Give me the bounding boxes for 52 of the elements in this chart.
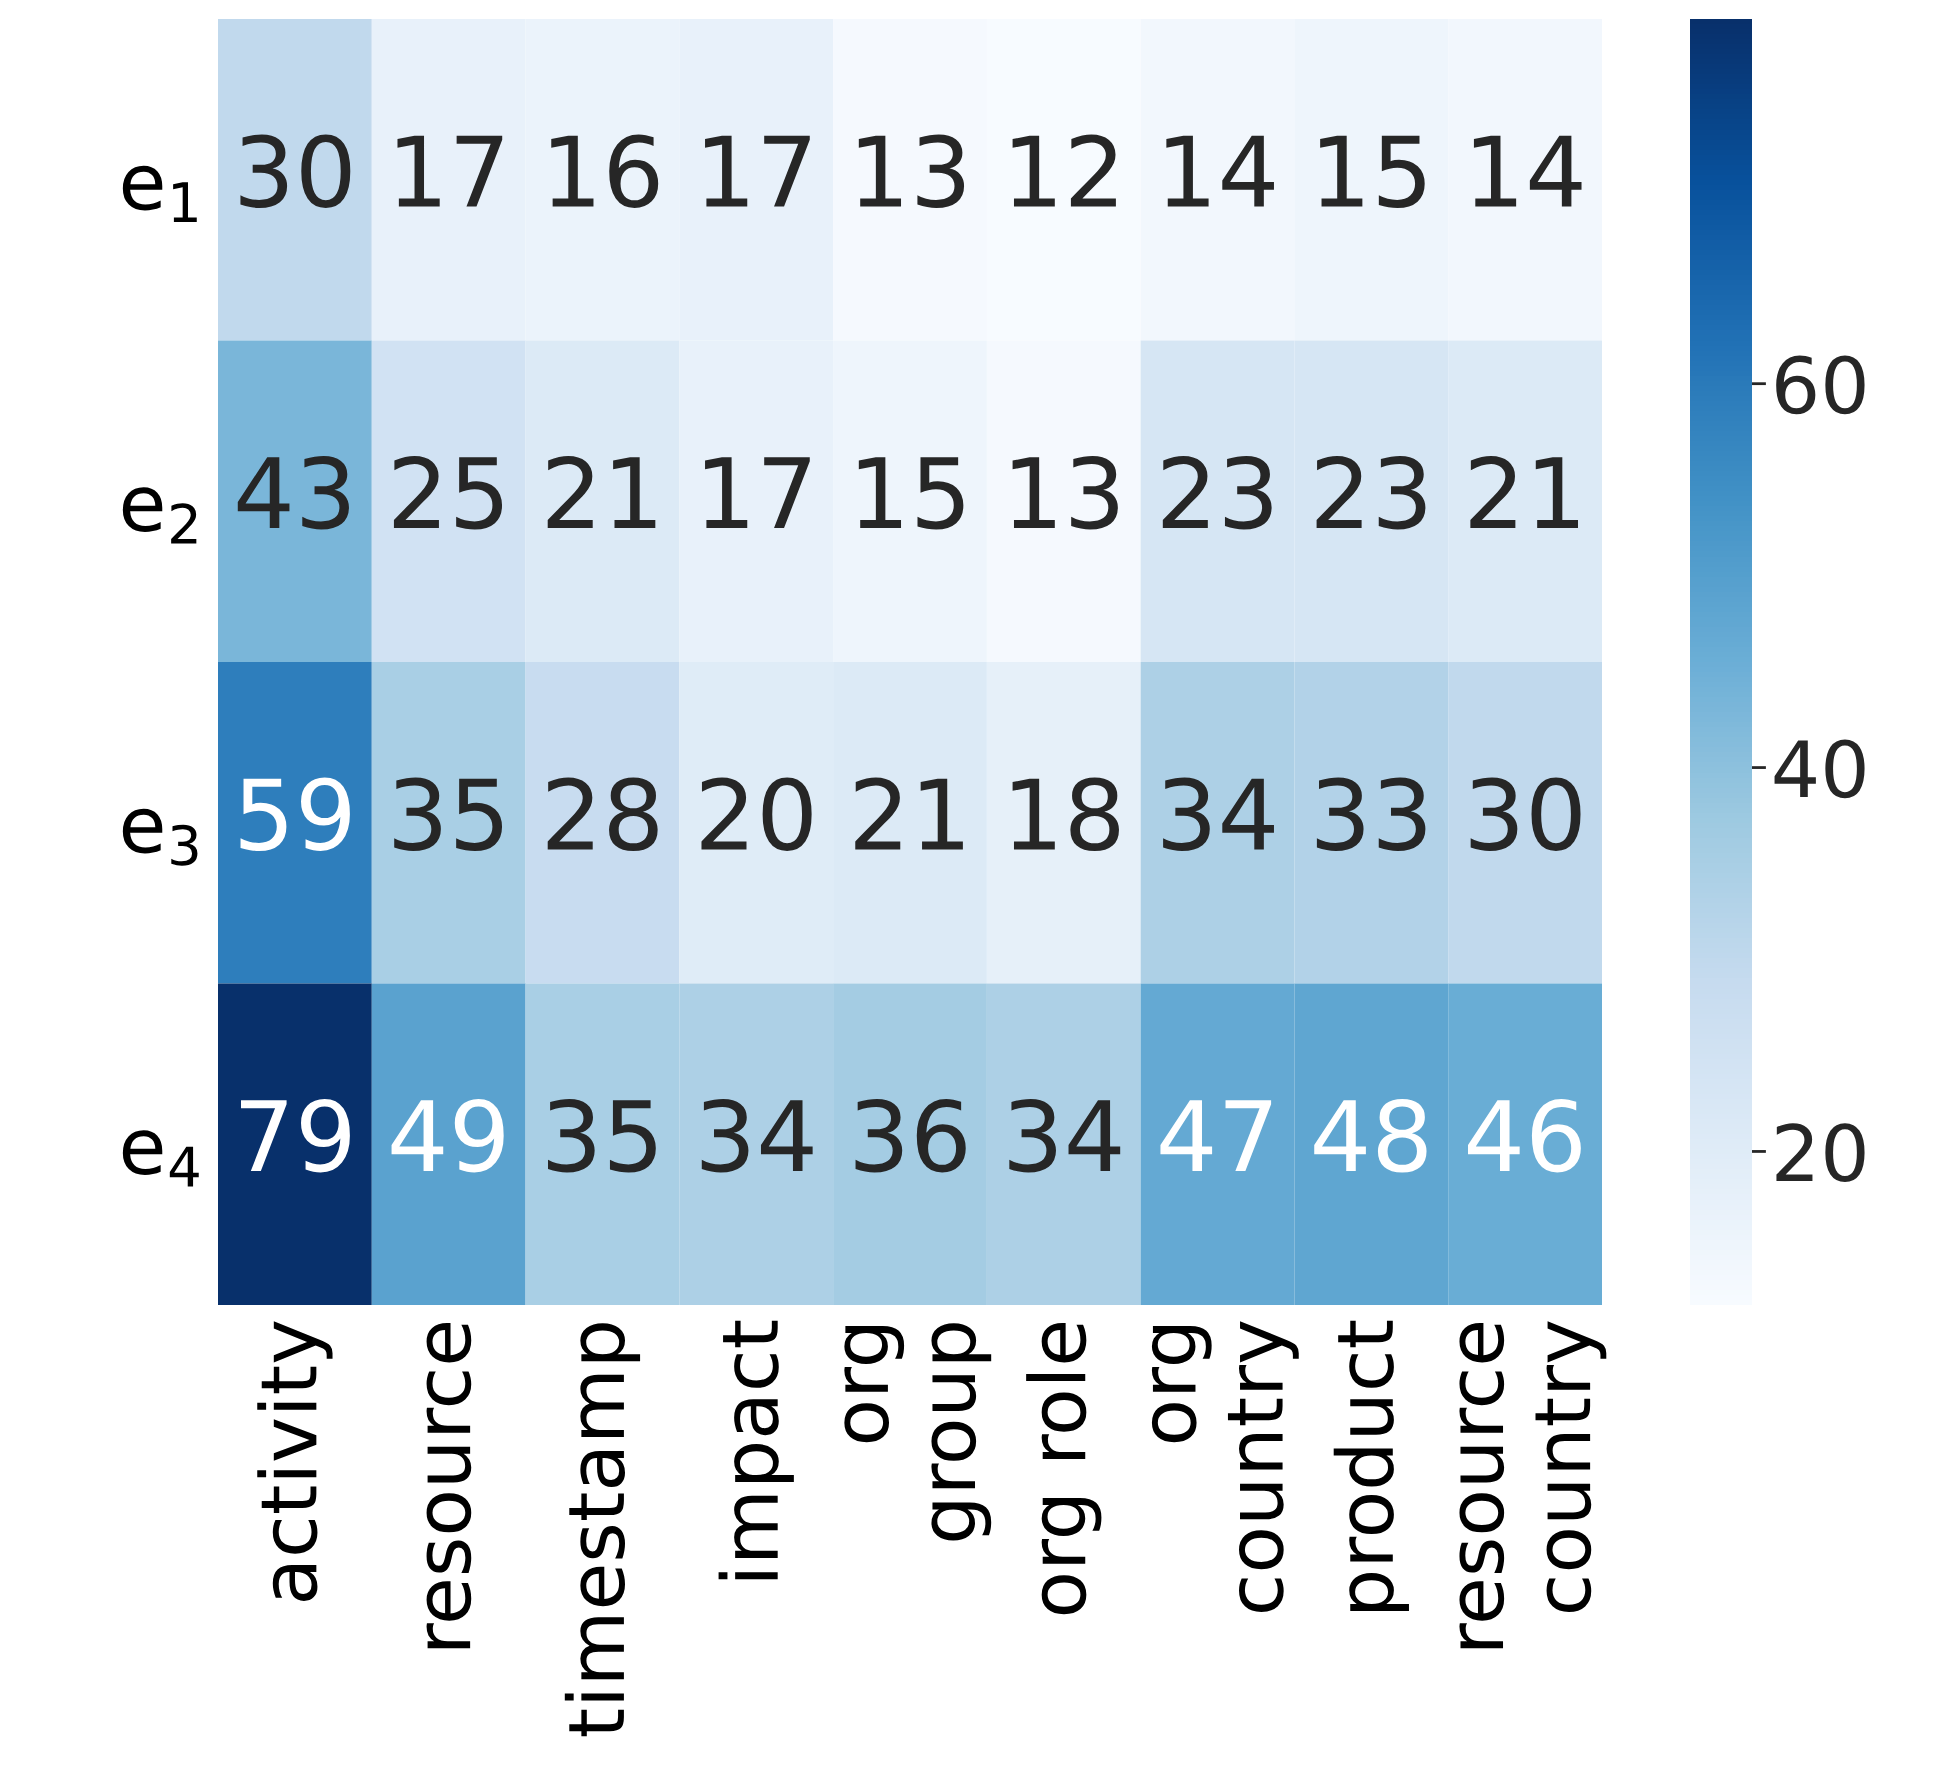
data-label: 21 xyxy=(1470,455,1578,529)
data-label: 20 xyxy=(701,777,812,851)
data-label: 25 xyxy=(393,455,503,530)
data-label: 12 xyxy=(1012,134,1116,207)
data-label: 13 xyxy=(1012,455,1118,530)
data-label: 35 xyxy=(394,777,503,851)
color-bar-label: 20 xyxy=(1776,1123,1865,1183)
data-label: 30 xyxy=(240,134,351,208)
color-bar-label: 60 xyxy=(1776,355,1865,415)
data-label: 36 xyxy=(855,1098,966,1173)
data-label: 21 xyxy=(855,777,963,850)
data-label: 33 xyxy=(1316,777,1426,851)
data-label: 23 xyxy=(1316,455,1426,530)
x-tick-label: resource country xyxy=(1459,1321,1607,1649)
y-tick-label: e$_{3}$ xyxy=(122,808,198,866)
data-label: 28 xyxy=(547,777,658,851)
data-label: 23 xyxy=(1162,455,1272,530)
data-label: 49 xyxy=(391,1098,504,1173)
y-tick-label: e$_{4}$ xyxy=(122,1130,199,1187)
data-label: 43 xyxy=(237,455,349,530)
data-label: 30 xyxy=(1470,777,1581,851)
data-label: 46 xyxy=(1468,1098,1581,1173)
x-tick-label: product xyxy=(1333,1320,1409,1611)
data-label: 21 xyxy=(547,455,656,529)
data-label: 13 xyxy=(858,134,965,208)
x-tick-label: impact xyxy=(718,1320,794,1580)
data-label: 17 xyxy=(705,457,810,529)
y-tick-label: e$_{1}$ xyxy=(122,165,197,223)
data-label: 35 xyxy=(548,1098,656,1173)
x-tick-label: org role xyxy=(1026,1323,1102,1615)
x-tick-label: org group xyxy=(844,1323,992,1541)
data-label: 17 xyxy=(705,135,810,207)
data-label: 48 xyxy=(1314,1098,1427,1173)
data-label: 34 xyxy=(701,1098,813,1173)
y-tick-label: e$_{2}$ xyxy=(122,487,197,544)
x-tick-label: org country xyxy=(1151,1321,1299,1613)
data-label: 14 xyxy=(1166,135,1274,207)
color-bar-label: 40 xyxy=(1774,739,1865,799)
data-label: 15 xyxy=(1320,135,1425,208)
data-label: 34 xyxy=(1163,777,1274,851)
data-label: 15 xyxy=(858,457,964,530)
data-label: 16 xyxy=(551,134,659,208)
data-label: 34 xyxy=(1009,1098,1121,1173)
data-label: 17 xyxy=(397,135,503,207)
data-label: 59 xyxy=(240,777,350,851)
data-label: 14 xyxy=(1473,135,1582,207)
data-label: 79 xyxy=(241,1098,350,1173)
x-tick-label: timestamp xyxy=(564,1323,641,1737)
x-tick-label: activity xyxy=(257,1321,333,1601)
data-label: 47 xyxy=(1160,1100,1272,1172)
x-tick-label: resource xyxy=(426,1323,472,1649)
data-label: 18 xyxy=(1012,777,1119,851)
